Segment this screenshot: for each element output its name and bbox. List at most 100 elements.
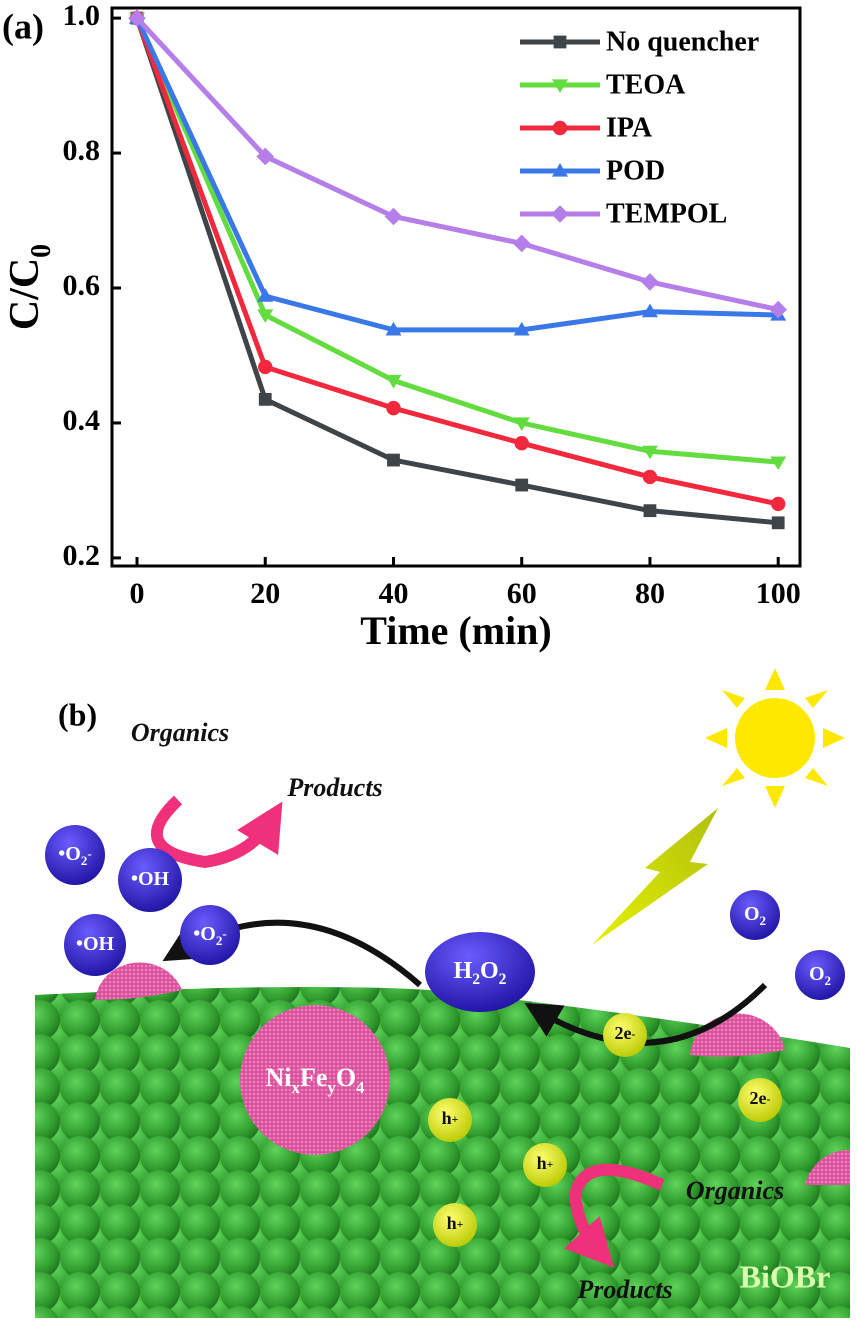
- species-label: NixFeyO4: [265, 1063, 365, 1097]
- x-tick-label: 100: [756, 577, 801, 610]
- species-part: O: [480, 958, 499, 984]
- species-part: -: [767, 1093, 771, 1106]
- marker: [642, 469, 658, 485]
- marker: [641, 303, 658, 318]
- species-part: 2e: [615, 1023, 632, 1043]
- legend-marker: [551, 205, 569, 223]
- species-part: 2: [216, 933, 223, 948]
- species-label: •OH: [131, 868, 170, 890]
- marker: [515, 478, 529, 492]
- species-part: 4: [356, 1078, 365, 1097]
- x-tick-label: 60: [507, 577, 537, 610]
- species-part: O: [809, 963, 825, 985]
- x-tick-label: 40: [378, 577, 408, 610]
- x-tick-label: 0: [130, 577, 145, 610]
- diagram-text: Organics: [131, 718, 229, 747]
- species-part: 2: [499, 971, 507, 988]
- species-part: Ni: [265, 1063, 291, 1092]
- species-part: •O: [58, 843, 81, 865]
- marker: [513, 417, 530, 431]
- species-bubble: [64, 914, 126, 976]
- marker: [387, 453, 400, 467]
- species-part: •OH: [131, 868, 170, 890]
- marker: [643, 504, 657, 518]
- species-label: O2: [809, 963, 831, 989]
- species-label: h+: [537, 1153, 554, 1173]
- species-bubble: [425, 932, 535, 1012]
- legend-label: POD: [606, 155, 665, 186]
- species-label: H2O2: [454, 958, 507, 989]
- y-tick-label: 1.0: [63, 0, 101, 32]
- species-part: y: [327, 1078, 336, 1097]
- species-bubble: [730, 890, 780, 940]
- series-line: [134, 17, 779, 333]
- marker: [769, 300, 787, 319]
- species-part: +: [452, 1113, 459, 1126]
- marker: [258, 359, 273, 375]
- panel-label: (a): [2, 6, 44, 46]
- species-part: 2: [760, 913, 767, 928]
- marker: [385, 321, 402, 336]
- diagram-text: Products: [576, 1275, 672, 1304]
- species-label: •OH: [76, 933, 115, 955]
- series-line: [134, 17, 779, 465]
- species-label: 2e-: [615, 1023, 636, 1043]
- species-bubble: [795, 950, 845, 1000]
- species-part: 2: [825, 973, 832, 988]
- series-line: [134, 17, 779, 507]
- species-label: •O2-: [58, 843, 91, 869]
- species-part: h: [537, 1153, 547, 1173]
- marker: [512, 234, 531, 253]
- x-axis-title: Time (min): [360, 608, 551, 653]
- series-line: [134, 17, 779, 526]
- species-bubble: [118, 848, 182, 912]
- species-part: -: [222, 926, 226, 941]
- legend-label: IPA: [606, 112, 653, 143]
- marker: [514, 435, 529, 451]
- diagram-art: [35, 668, 850, 1318]
- y-tick-label: 0.8: [63, 134, 101, 167]
- marker: [257, 288, 274, 302]
- marker: [641, 273, 659, 291]
- species-part: x: [291, 1078, 300, 1097]
- diagram-text: Products: [286, 773, 382, 802]
- species-label: •O2-: [193, 923, 226, 949]
- legend-label: No quencher: [606, 26, 759, 57]
- species-bubble: [433, 1203, 477, 1247]
- species-part: -: [87, 846, 91, 861]
- species-bubble: [523, 1143, 567, 1187]
- species-part: •O: [193, 923, 216, 945]
- x-tick-label: 80: [635, 577, 665, 610]
- species-part: H: [454, 958, 473, 984]
- legend-marker: [552, 120, 568, 136]
- legend-marker: [552, 79, 568, 93]
- species-bubble: [45, 825, 105, 885]
- species-bubble: [738, 1078, 782, 1122]
- species-part: +: [457, 1218, 464, 1231]
- diagram-text: Organics: [686, 1176, 784, 1205]
- species-part: h: [442, 1108, 452, 1128]
- marker: [386, 400, 401, 416]
- species-label: h+: [447, 1213, 464, 1233]
- marker: [128, 9, 146, 27]
- y-tick-label: 0.2: [63, 539, 101, 572]
- legend-marker: [552, 163, 568, 177]
- species-part: 2e: [750, 1088, 767, 1108]
- species-bubble: [428, 1098, 472, 1142]
- series-line: [135, 16, 779, 313]
- marker: [770, 496, 786, 512]
- species-label: h+: [442, 1108, 459, 1128]
- y-tick-label: 0.6: [63, 269, 101, 302]
- marker: [770, 456, 787, 471]
- y-axis-title-main: C/C: [2, 258, 48, 330]
- y-axis-title-sub: 0: [26, 244, 57, 258]
- legend-label: TEOA: [606, 69, 686, 100]
- marker: [771, 516, 785, 530]
- legend-marker: [553, 35, 567, 49]
- marker: [641, 445, 658, 460]
- diagram-text: BiOBr: [740, 1258, 831, 1294]
- y-axis-title: C/C0: [2, 244, 57, 330]
- marker: [257, 309, 274, 324]
- panel-label: (b): [58, 696, 97, 732]
